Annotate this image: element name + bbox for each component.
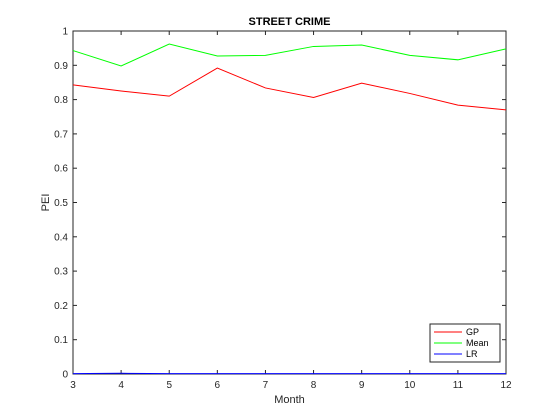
x-axis-label: Month (274, 394, 305, 406)
y-tick-label: 0.1 (54, 335, 68, 346)
x-tick-label: 12 (500, 380, 512, 391)
series-line-mean (72, 43, 507, 67)
chart-title: STREET CRIME (249, 16, 331, 28)
y-axis-label: PEI (40, 194, 52, 212)
x-tick-label: 5 (166, 380, 172, 391)
y-tick-label: 0.3 (54, 267, 68, 278)
y-tick-label: 0.4 (54, 232, 68, 243)
y-tick-label: 0.9 (54, 61, 68, 72)
series-line-gp (72, 67, 507, 111)
x-tick-label: 7 (263, 380, 269, 391)
y-tick-label: 0.6 (54, 164, 68, 175)
x-tick-label: 9 (359, 380, 365, 391)
x-tick-label: 11 (453, 380, 464, 391)
x-tick-label: 3 (70, 380, 76, 391)
y-tick-label: 0.7 (54, 129, 68, 140)
x-axis: 3 4 5 6 7 8 9 10 11 12 (70, 31, 512, 391)
legend-label: Mean (466, 338, 489, 348)
series-lines (72, 43, 507, 375)
y-axis: 0 0.1 0.2 0.3 0.4 0.5 0.6 0.7 0.8 0.9 1 (54, 27, 506, 381)
legend-label: LR (466, 349, 478, 359)
x-tick-label: 8 (311, 380, 317, 391)
plot-area (72, 30, 507, 375)
x-tick-label: 10 (404, 380, 416, 391)
y-tick-label: 0.8 (54, 95, 68, 106)
x-tick-label: 6 (215, 380, 221, 391)
y-tick-label: 1 (62, 27, 68, 38)
y-tick-label: 0.2 (54, 301, 68, 312)
y-tick-label: 0 (62, 370, 68, 381)
legend-label: GP (466, 327, 479, 337)
y-tick-label: 0.5 (54, 198, 68, 209)
x-tick-label: 4 (118, 380, 124, 391)
